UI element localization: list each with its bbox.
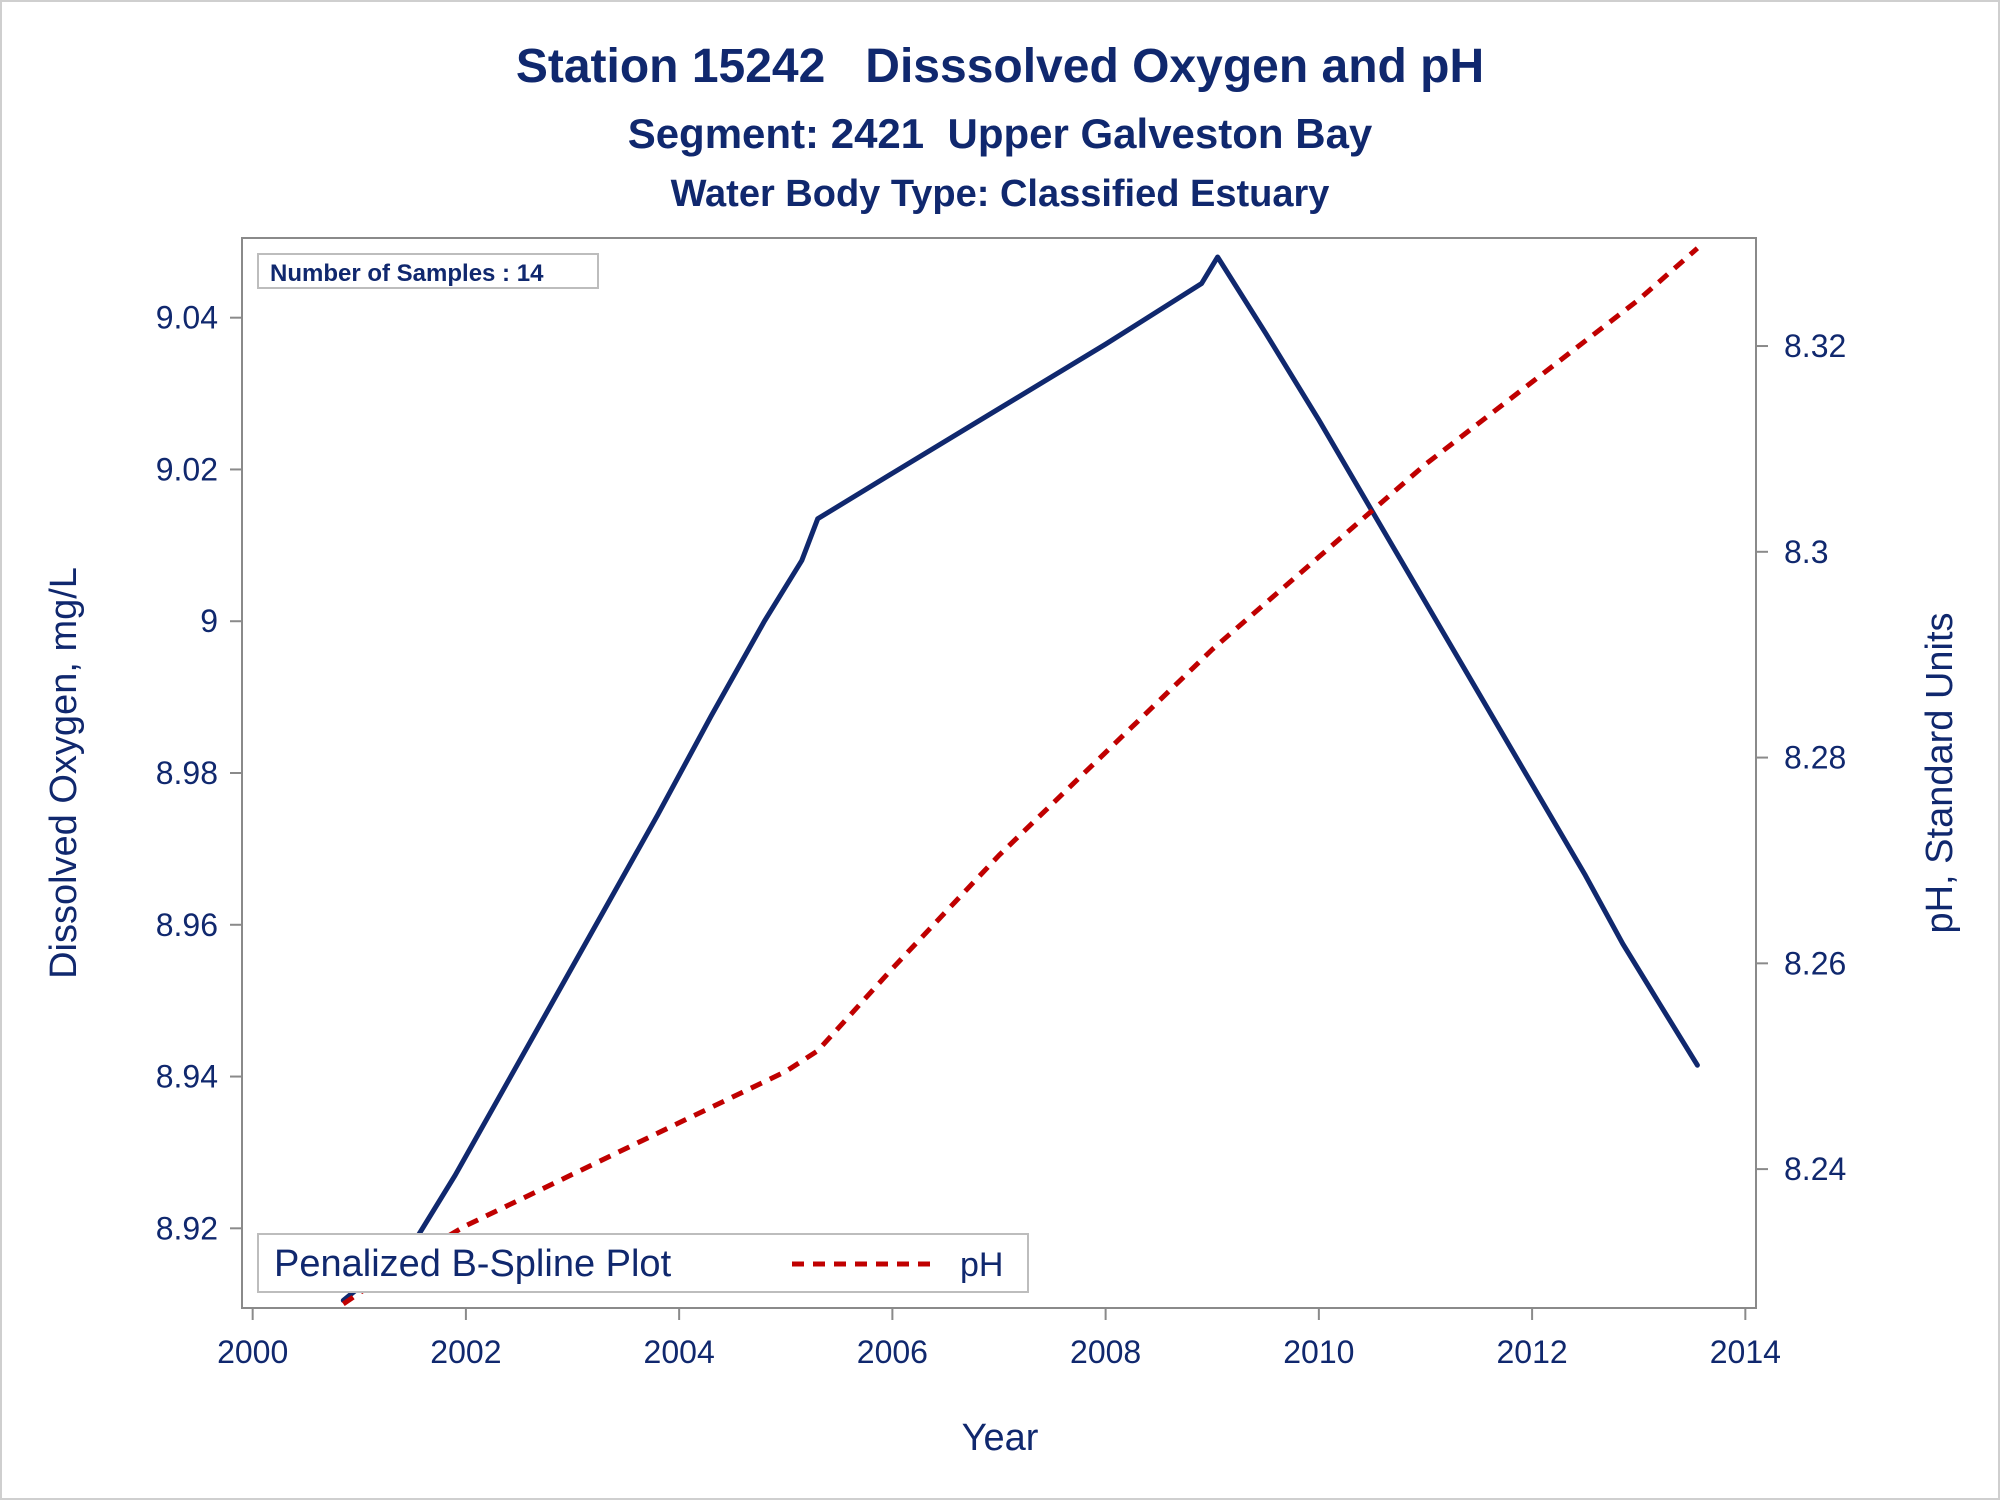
y-right-ticks: 8.24 8.26 8.28 8.3 8.32 [1756, 328, 1846, 1187]
plot-area [241, 237, 1757, 1309]
y-left-tick-label: 8.98 [156, 755, 218, 791]
y-left-tick-label: 9.04 [156, 300, 218, 336]
x-tick-label: 2000 [217, 1334, 288, 1370]
x-tick-label: 2010 [1283, 1334, 1354, 1370]
y-left-tick-label: 8.96 [156, 907, 218, 943]
series-line-do [340, 254, 1700, 1303]
chart-subtitle-2: Water Body Type: Classified Estuary [671, 173, 1330, 215]
x-tick-label: 2012 [1497, 1334, 1568, 1370]
x-tick-label: 2006 [857, 1334, 928, 1370]
y-left-ticks: 8.92 8.94 8.96 8.98 9 9.02 9.04 [156, 300, 242, 1246]
y-left-tick-label: 8.94 [156, 1059, 218, 1095]
y-left-tick-label: 8.92 [156, 1210, 218, 1246]
y-right-tick-label: 8.28 [1784, 740, 1846, 776]
chart-title: Station 15242 Disssolved Oxygen and pH [516, 40, 1484, 93]
series-layer [340, 246, 1700, 1306]
y-left-tick-label: 9 [200, 603, 218, 639]
series-line-ph [341, 246, 1700, 1306]
y-right-tick-label: 8.24 [1784, 1151, 1846, 1187]
y-right-axis-label: pH, Standard Units [1919, 612, 1961, 933]
legend-title: Penalized B-Spline Plot [274, 1243, 672, 1285]
x-axis-label: Year [962, 1417, 1039, 1459]
y-right-tick-label: 8.32 [1784, 328, 1846, 364]
x-tick-label: 2014 [1710, 1334, 1781, 1370]
y-left-tick-label: 9.02 [156, 451, 218, 487]
chart-subtitle: Segment: 2421 Upper Galveston Bay [628, 110, 1373, 157]
x-tick-label: 2004 [644, 1334, 715, 1370]
legend: Penalized B-Spline Plot pH [257, 1233, 1029, 1293]
y-right-tick-label: 8.3 [1784, 534, 1828, 570]
x-tick-label: 2008 [1070, 1334, 1141, 1370]
x-tick-label: 2002 [430, 1334, 501, 1370]
x-ticks: 2000 2002 2004 2006 2008 2010 2012 2014 [217, 1308, 1781, 1370]
sample-count-label: Number of Samples : 14 [270, 260, 544, 287]
y-left-axis-label: Dissolved Oxygen, mg/L [43, 567, 85, 979]
legend-ph-label: pH [960, 1246, 1003, 1284]
sample-count-inset: Number of Samples : 14 [257, 253, 599, 289]
y-right-tick-label: 8.26 [1784, 945, 1846, 981]
